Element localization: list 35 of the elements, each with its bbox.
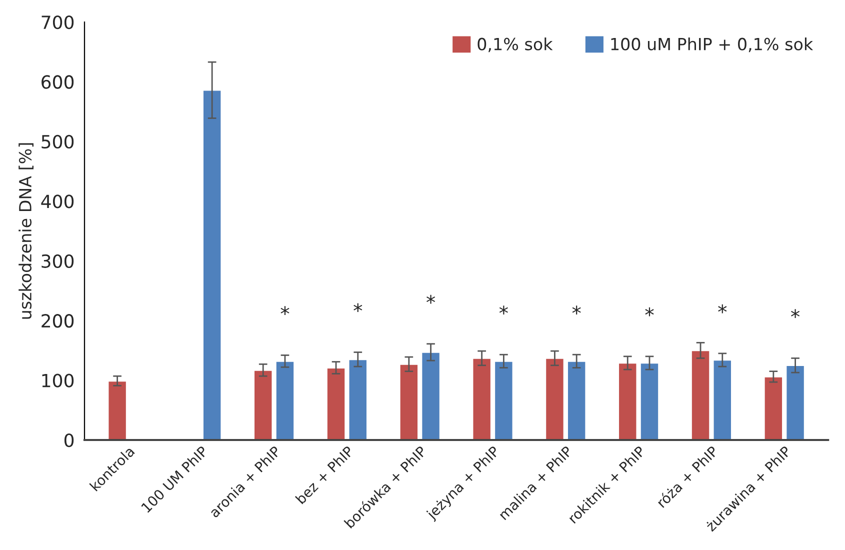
bar bbox=[640, 362, 660, 440]
legend-label: 100 uM PhIP + 0,1% sok bbox=[611, 38, 814, 52]
bar bbox=[544, 357, 565, 440]
bar bbox=[107, 380, 128, 440]
y-axis-title: uszkodzenie DNA [%] bbox=[18, 143, 34, 319]
bar bbox=[348, 358, 368, 440]
bar bbox=[420, 352, 441, 440]
annotation: * bbox=[499, 306, 508, 314]
bar bbox=[618, 362, 638, 440]
bar bbox=[712, 359, 732, 440]
legend-label: 0,1% sok bbox=[478, 38, 553, 52]
bar bbox=[202, 89, 222, 440]
annotation: * bbox=[791, 309, 800, 318]
bar bbox=[763, 376, 784, 440]
annotation: * bbox=[572, 306, 581, 314]
bar bbox=[253, 369, 274, 440]
annotation: * bbox=[354, 303, 362, 312]
y-tick-label: 200 bbox=[42, 314, 74, 328]
bar bbox=[326, 367, 346, 440]
y-tick-label: 700 bbox=[42, 15, 74, 30]
y-tick-label: 0 bbox=[64, 433, 74, 448]
y-tick-label: 400 bbox=[41, 194, 74, 208]
y-tick-label: 300 bbox=[42, 254, 74, 268]
bar bbox=[785, 364, 806, 440]
annotation: * bbox=[645, 307, 654, 316]
bar bbox=[566, 360, 587, 440]
y-tick-label: 100 bbox=[42, 374, 74, 388]
bar bbox=[398, 363, 419, 440]
bar bbox=[690, 350, 711, 440]
y-tick-label: 600 bbox=[42, 75, 74, 89]
annotation: * bbox=[426, 294, 436, 304]
bar bbox=[274, 360, 295, 440]
annotation: * bbox=[280, 306, 290, 316]
y-tick-label: 500 bbox=[42, 134, 74, 149]
annotation: * bbox=[718, 304, 727, 314]
